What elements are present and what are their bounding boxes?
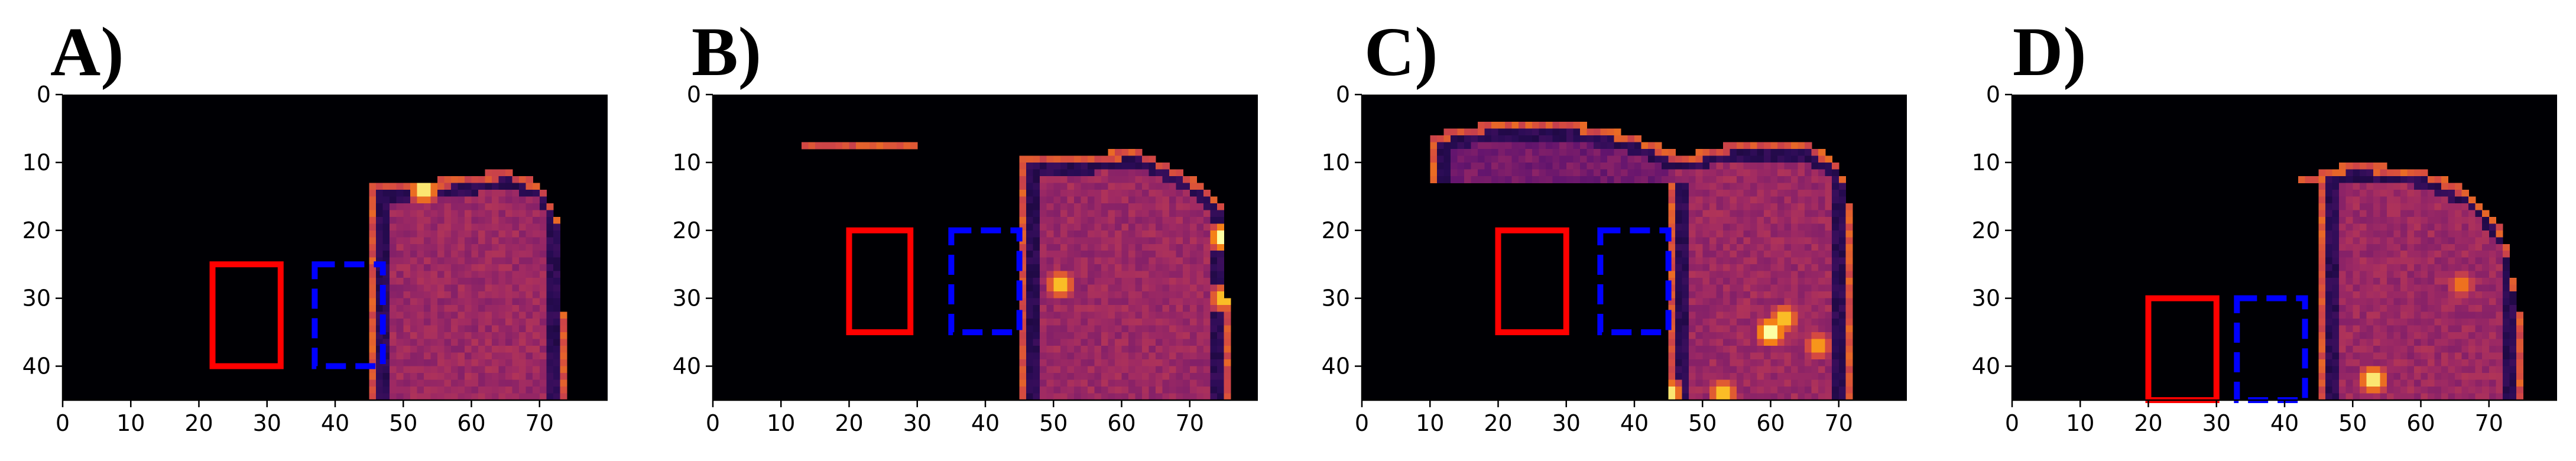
y-tick-label: 10 (1972, 150, 2000, 176)
roi-dashed-blue (312, 261, 386, 369)
roi-dashed-blue (1597, 227, 1672, 336)
y-tick-label: 40 (1322, 353, 1350, 379)
x-tick-label: 40 (971, 410, 1000, 436)
x-tick-label: 30 (2202, 410, 2231, 436)
panel-label: C) (1364, 13, 1438, 90)
x-tick-label: 20 (2134, 410, 2162, 436)
x-tick-label: 10 (1416, 410, 1444, 436)
x-tick-label: 20 (184, 410, 213, 436)
heatmap-cells (2298, 162, 2523, 401)
panel-label: B) (692, 13, 761, 90)
y-tick-label: 20 (1322, 217, 1350, 244)
y-tick-label: 20 (22, 217, 51, 244)
y-tick-label: 0 (37, 82, 51, 108)
y-tick-label: 40 (1972, 353, 2000, 379)
y-tick-label: 20 (1972, 217, 2000, 244)
x-tick-label: 30 (903, 410, 932, 436)
x-tick-label: 10 (767, 410, 795, 436)
x-tick-label: 0 (2005, 410, 2019, 436)
y-tick-label: 30 (673, 285, 701, 311)
x-tick-label: 10 (116, 410, 145, 436)
x-tick-label: 70 (2475, 410, 2503, 436)
heatmap-cells (1430, 121, 1853, 401)
y-tick-label: 30 (1322, 285, 1350, 311)
y-tick-label: 0 (1986, 82, 2000, 108)
y-tick-label: 30 (22, 285, 51, 311)
panel-d: D) 0 10 20 30 40 50 60 70 0 10 20 30 40 (1972, 13, 2557, 436)
x-tick-label: 60 (457, 410, 485, 436)
y-tick-label: 0 (1336, 82, 1350, 108)
y-tick-label: 0 (687, 82, 701, 108)
y-tick-label: 40 (22, 353, 51, 379)
y-tick-label: 20 (673, 217, 701, 244)
x-tick-label: 50 (389, 410, 417, 436)
x-tick-label: 60 (1756, 410, 1785, 436)
heatmap-cells (369, 169, 567, 401)
x-tick-label: 70 (1825, 410, 1853, 436)
x-tick-label: 50 (1688, 410, 1717, 436)
x-tick-label: 30 (253, 410, 281, 436)
x-tick-label: 70 (1176, 410, 1204, 436)
x-tick-label: 60 (1107, 410, 1135, 436)
roi-dashed-blue (2234, 295, 2308, 403)
x-tick-label: 40 (2270, 410, 2299, 436)
panel-label: A) (50, 13, 124, 90)
x-tick-label: 50 (1039, 410, 1068, 436)
y-tick-label: 10 (1322, 150, 1350, 176)
roi-solid-red (846, 227, 914, 336)
heatmap-cells (801, 142, 1231, 401)
y-tick-label: 10 (673, 150, 701, 176)
x-tick-label: 0 (706, 410, 720, 436)
roi-solid-red (1495, 227, 1569, 336)
roi-dashed-blue (948, 227, 1023, 336)
panel-c: C) 0 10 20 30 40 50 60 70 0 10 20 30 40 (1322, 13, 1907, 436)
y-tick-label: 10 (22, 150, 51, 176)
x-tick-label: 40 (321, 410, 349, 436)
y-tick-label: 40 (673, 353, 701, 379)
x-tick-label: 20 (1484, 410, 1512, 436)
x-tick-label: 70 (525, 410, 554, 436)
x-tick-label: 60 (2406, 410, 2435, 436)
x-tick-label: 0 (56, 410, 70, 436)
x-tick-label: 0 (1355, 410, 1369, 436)
roi-solid-red (209, 261, 284, 369)
y-tick-label: 30 (1972, 285, 2000, 311)
panel-label: D) (2013, 13, 2087, 90)
x-tick-label: 30 (1552, 410, 1581, 436)
x-tick-label: 40 (1620, 410, 1649, 436)
x-tick-label: 50 (2338, 410, 2367, 436)
x-tick-label: 10 (2066, 410, 2094, 436)
x-tick-label: 20 (835, 410, 863, 436)
